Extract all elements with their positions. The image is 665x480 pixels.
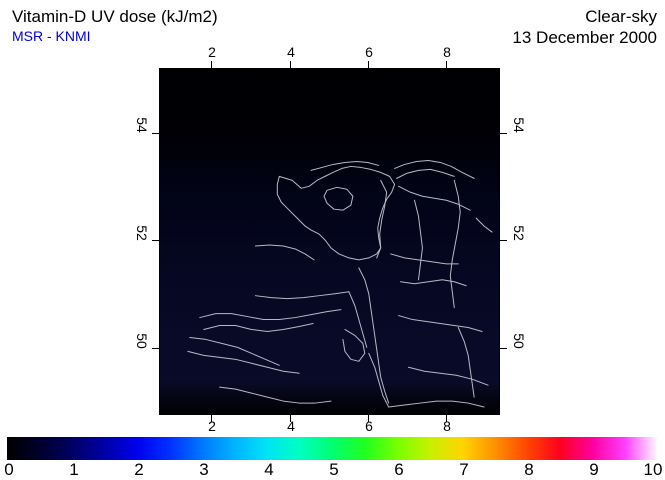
tick-bottom-8	[446, 415, 447, 422]
tick-left-50	[152, 348, 159, 349]
xlabel-top-0: 2	[208, 44, 216, 60]
xlabel-bottom-3: 8	[443, 418, 451, 434]
tick-left-54	[152, 133, 159, 134]
border-southeast	[458, 328, 474, 398]
alpine-border	[389, 401, 484, 407]
ylabel-left-50: 50	[134, 333, 150, 349]
tick-top-2	[211, 61, 212, 68]
border-southern-france	[220, 387, 331, 403]
tick-right-50	[500, 348, 507, 349]
scheldt-estuary	[204, 324, 313, 332]
border-france-germany	[369, 353, 389, 407]
ylabel-left-52: 52	[134, 225, 150, 241]
state-border-hessen	[401, 280, 467, 286]
colorbar-label-3: 3	[199, 460, 209, 479]
wadden-islands	[311, 161, 379, 170]
border-germany-east	[450, 180, 460, 307]
weser-river	[414, 200, 422, 280]
tick-right-52	[500, 240, 507, 241]
ylabel-right-54: 54	[511, 117, 527, 133]
xlabel-bottom-2: 6	[365, 418, 373, 434]
coastline-netherlands	[277, 166, 394, 259]
elbe-river	[399, 186, 471, 210]
border-belgium-germany	[349, 292, 367, 348]
tick-bottom-4	[290, 415, 291, 422]
rhine-river	[359, 268, 389, 403]
border-belgium-france	[188, 351, 299, 373]
xlabel-top-3: 8	[443, 44, 451, 60]
border-germany-denmark	[397, 169, 455, 178]
eastern-edge-border	[476, 218, 492, 232]
colorbar-label-7: 7	[459, 460, 469, 479]
colorbar-label-5: 5	[329, 460, 339, 479]
colorbar-label-1: 1	[69, 460, 79, 479]
map-plot-area	[159, 68, 500, 415]
header-right: Clear-sky 13 December 2000	[512, 6, 657, 48]
condition-label: Clear-sky	[585, 7, 657, 26]
channel-coast	[190, 337, 279, 365]
southwest-coast	[200, 310, 341, 320]
date-label: 13 December 2000	[512, 28, 657, 47]
ylabel-right-50: 50	[511, 333, 527, 349]
main-river	[399, 316, 483, 332]
border-belgium-netherlands	[255, 292, 348, 299]
low-dose-south-band	[160, 380, 499, 414]
state-border-nrw	[391, 254, 459, 264]
colorbar-label-6: 6	[394, 460, 404, 479]
tick-bottom-2	[211, 415, 212, 422]
colorbar	[7, 437, 658, 460]
colorbar-label-10: 10	[643, 460, 663, 479]
ylabel-right-52: 52	[511, 225, 527, 241]
country-borders-overlay	[160, 69, 499, 414]
tick-right-54	[500, 133, 507, 134]
tick-bottom-6	[368, 415, 369, 422]
border-netherlands-germany	[377, 180, 387, 258]
colorbar-label-8: 8	[524, 460, 534, 479]
xlabel-bottom-1: 4	[287, 418, 295, 434]
north-german-coast	[395, 160, 475, 178]
danube-river	[409, 367, 489, 385]
colorbar-label-4: 4	[264, 460, 274, 479]
estuary-lines	[255, 245, 314, 260]
border-luxembourg	[343, 329, 365, 361]
header-left: Vitamin-D UV dose (kJ/m2) MSR - KNMI	[12, 6, 218, 46]
page-title: Vitamin-D UV dose (kJ/m2)	[12, 7, 218, 26]
tick-left-52	[152, 240, 159, 241]
xlabel-top-1: 4	[287, 44, 295, 60]
tick-top-6	[368, 61, 369, 68]
tick-top-8	[446, 61, 447, 68]
inland-water-ijsselmeer	[324, 187, 353, 210]
colorbar-label-0: 0	[4, 460, 14, 479]
xlabel-bottom-0: 2	[208, 418, 216, 434]
xlabel-top-2: 6	[365, 44, 373, 60]
ylabel-left-54: 54	[134, 117, 150, 133]
tick-top-4	[290, 61, 291, 68]
colorbar-label-2: 2	[134, 460, 144, 479]
source-label: MSR - KNMI	[12, 28, 91, 44]
colorbar-label-9: 9	[589, 460, 599, 479]
